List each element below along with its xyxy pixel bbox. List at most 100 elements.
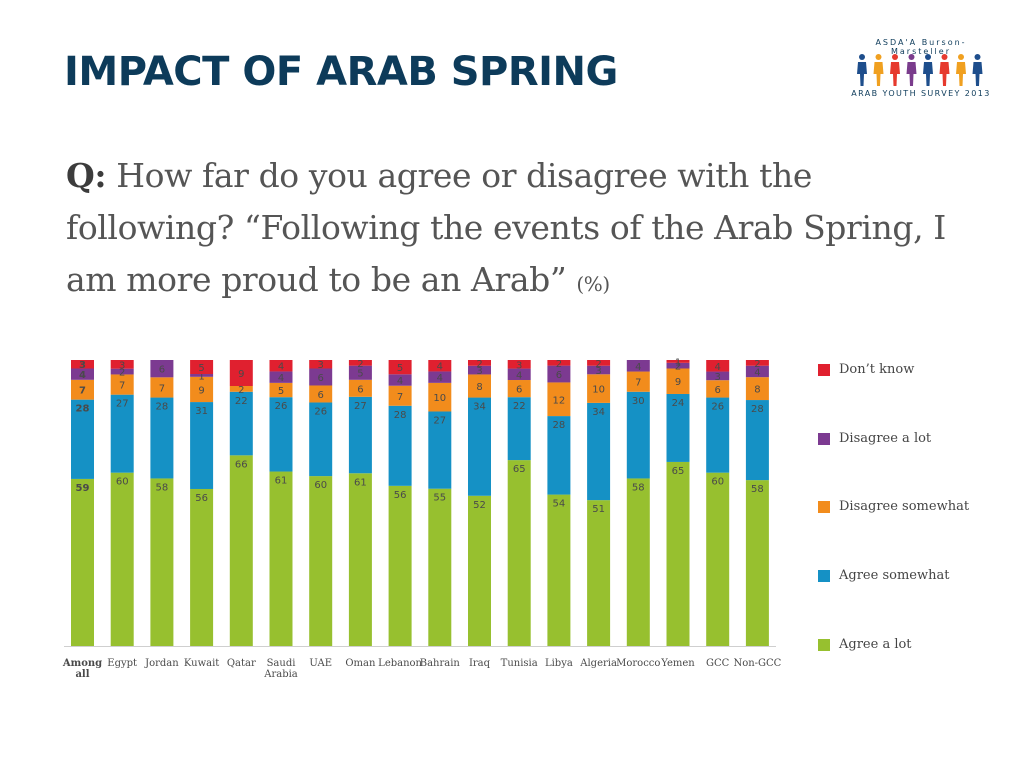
bar-segment bbox=[190, 360, 214, 375]
bar-segment bbox=[71, 478, 94, 646]
data-label: 4 bbox=[278, 362, 284, 373]
bar-segment bbox=[706, 380, 730, 398]
data-label: 66 bbox=[235, 459, 248, 470]
bar-segment bbox=[666, 393, 690, 462]
data-label: 6 bbox=[318, 390, 324, 401]
data-label: 2 bbox=[238, 385, 244, 396]
data-label: 58 bbox=[751, 484, 764, 495]
logo-figure-icon bbox=[857, 54, 867, 86]
bar-segment bbox=[507, 380, 531, 398]
bar-segment bbox=[507, 460, 531, 646]
bar-segment bbox=[348, 379, 372, 397]
bar-segment bbox=[706, 371, 730, 381]
bar-segment bbox=[71, 360, 94, 369]
category-label: Yemen bbox=[660, 658, 695, 669]
data-label: 65 bbox=[672, 466, 685, 477]
bar-segment bbox=[71, 399, 94, 479]
data-label: 3 bbox=[516, 360, 522, 371]
data-label: 3 bbox=[79, 360, 86, 371]
bar-segment bbox=[269, 471, 293, 646]
bar-segment bbox=[547, 382, 571, 417]
bar-segment bbox=[190, 374, 214, 377]
bar-segment bbox=[309, 368, 333, 386]
bar-segment bbox=[587, 374, 611, 403]
data-label: 4 bbox=[79, 370, 86, 381]
bar-segment bbox=[110, 368, 134, 375]
bar-segment bbox=[348, 365, 372, 380]
bar-segment bbox=[547, 360, 571, 366]
bar-segment bbox=[468, 374, 491, 398]
bar-segment bbox=[666, 368, 690, 394]
data-label: 56 bbox=[195, 493, 208, 504]
data-label: 5 bbox=[357, 369, 363, 380]
data-label: 8 bbox=[754, 385, 760, 396]
bar-segment bbox=[110, 472, 134, 646]
data-label: 4 bbox=[397, 376, 403, 387]
page-title: IMPACT OF ARAB SPRING bbox=[64, 49, 618, 95]
legend-label: Agree somewhat bbox=[839, 568, 950, 584]
data-label: 3 bbox=[119, 360, 125, 371]
legend-label: Disagree a lot bbox=[839, 430, 932, 446]
bar-segment bbox=[428, 382, 452, 412]
data-label: 10 bbox=[592, 385, 605, 396]
bar-segment bbox=[626, 360, 650, 372]
question-label: Q: bbox=[66, 156, 107, 195]
legend-item: Disagree a lot bbox=[818, 431, 998, 447]
data-label: 27 bbox=[433, 415, 446, 426]
survey-logo: ASDA'A Burson-Marsteller ARAB YOUTH SURV… bbox=[846, 38, 996, 106]
bar-segment bbox=[348, 396, 372, 474]
data-label: 4 bbox=[437, 373, 443, 384]
bar-segment bbox=[71, 379, 94, 400]
data-label: 60 bbox=[116, 477, 129, 488]
data-label: 27 bbox=[354, 401, 367, 412]
bar-segment bbox=[269, 360, 293, 372]
data-label: 6 bbox=[516, 385, 522, 396]
legend-item: Don’t know bbox=[818, 362, 998, 378]
data-label: 4 bbox=[278, 373, 284, 384]
data-label: 2 bbox=[357, 359, 363, 370]
bar-segment bbox=[468, 397, 491, 496]
data-label: 28 bbox=[156, 402, 169, 413]
logo-figure-icon bbox=[873, 54, 884, 86]
data-label: 65 bbox=[513, 464, 526, 475]
bar-segment bbox=[269, 382, 293, 398]
bar-segment bbox=[666, 461, 690, 646]
data-label: 3 bbox=[318, 360, 324, 371]
bar-segment bbox=[706, 472, 730, 646]
survey-question: Q: How far do you agree or disagree with… bbox=[66, 150, 986, 310]
bar-segment bbox=[229, 391, 253, 456]
logo-figure-icon bbox=[972, 54, 983, 86]
legend-item: Agree a lot bbox=[818, 637, 998, 653]
data-label: 56 bbox=[394, 490, 407, 501]
bar-segment bbox=[309, 385, 333, 403]
question-unit: (%) bbox=[576, 272, 610, 296]
data-label: 7 bbox=[159, 383, 165, 394]
data-label: 8 bbox=[476, 382, 482, 393]
data-label: 60 bbox=[711, 477, 724, 488]
data-label: 24 bbox=[672, 398, 685, 409]
bar-segment bbox=[428, 488, 452, 646]
category-label: Tunisia bbox=[501, 658, 538, 669]
data-label: 28 bbox=[76, 404, 90, 415]
bar-segment bbox=[388, 360, 412, 375]
data-label: 59 bbox=[76, 483, 90, 494]
category-label: Kuwait bbox=[184, 658, 219, 669]
data-label: 1 bbox=[675, 357, 681, 368]
logo-figure-icon bbox=[923, 54, 933, 86]
logo-figure-icon bbox=[906, 54, 917, 86]
data-label: 22 bbox=[235, 396, 248, 407]
data-label: 2 bbox=[119, 368, 125, 379]
logo-brand-text: ASDA'A Burson-Marsteller bbox=[875, 38, 967, 56]
data-label: 31 bbox=[195, 406, 208, 417]
category-label: Non-GCC bbox=[733, 658, 781, 669]
bar-segment bbox=[110, 374, 134, 395]
data-label: 7 bbox=[635, 378, 641, 389]
data-label: 4 bbox=[635, 362, 641, 373]
bar-segment bbox=[745, 400, 769, 481]
data-label: 12 bbox=[553, 395, 566, 406]
data-label: 28 bbox=[394, 410, 407, 421]
legend-swatch bbox=[818, 638, 830, 651]
data-label: 28 bbox=[553, 420, 566, 431]
bar-segment bbox=[626, 478, 650, 646]
